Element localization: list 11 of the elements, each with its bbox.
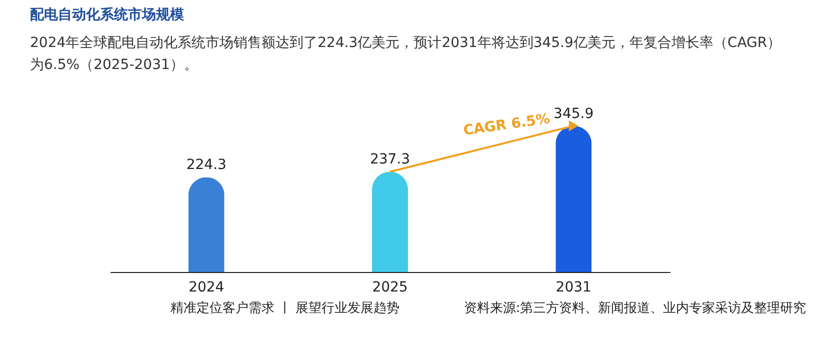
x-tick-label: 2024: [188, 280, 224, 296]
x-tick-label: 2031: [556, 280, 592, 296]
x-tick-label: 2025: [372, 280, 408, 296]
data-label: 237.3: [370, 152, 410, 168]
annotation: CAGR 6.5%: [462, 111, 551, 140]
text: 资料来源:第三方资料、新闻报道、业内专家采访及整理研究: [464, 300, 806, 316]
data-label: 224.3: [186, 157, 226, 174]
text: 精准定位客户需求 丨 展望行业发展趋势: [170, 300, 400, 316]
chart-title: 配电自动化系统市场规模: [30, 6, 185, 23]
data-label: 345.9: [554, 106, 594, 122]
chart-subtitle: 2024年全球配电自动化系统市场销售额达到了224.3亿美元，预计2031年将达到345.9亿美元，年复合增长率（CAGR）为6.5%（2025-2031）。: [30, 35, 782, 73]
